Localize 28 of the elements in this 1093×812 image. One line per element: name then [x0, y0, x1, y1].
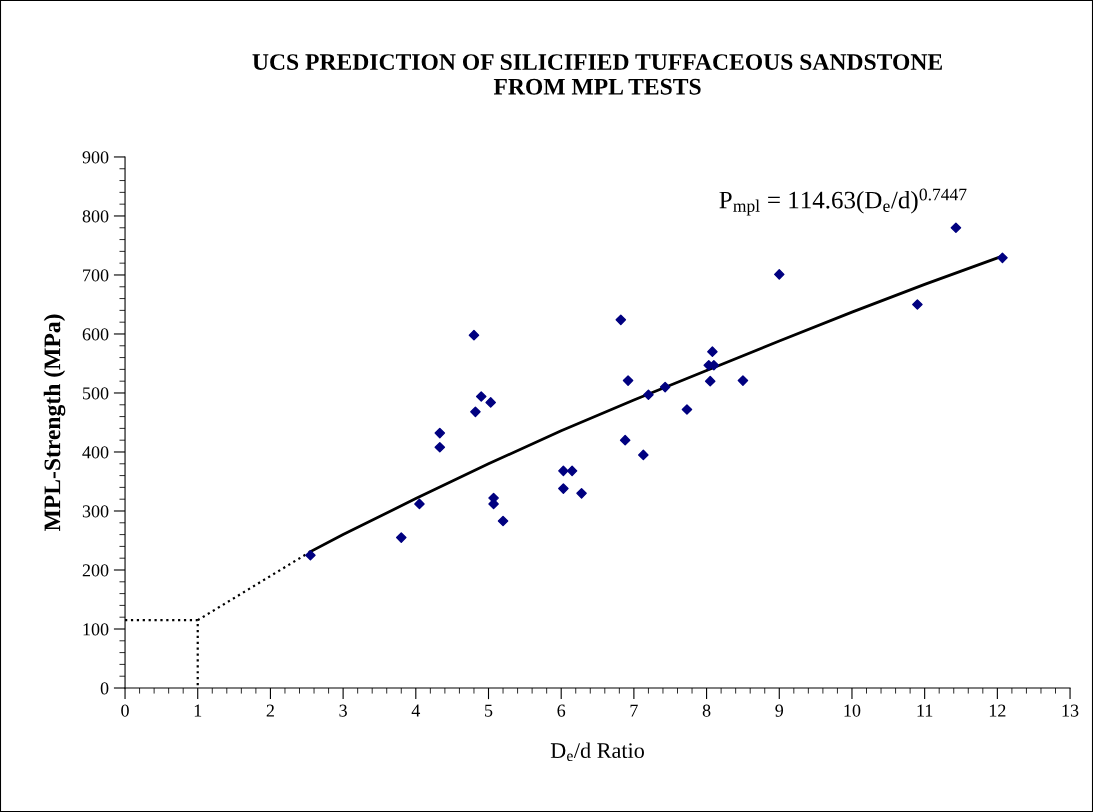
x-tick-label: 7 — [630, 704, 638, 717]
x-tick-label: 6 — [557, 704, 566, 717]
y-tick-label: 0 — [100, 682, 109, 695]
chart-title: UCS PREDICTION OF SILICIFIED TUFFACEOUS SANDSTONE FROM MPL TESTS — [252, 54, 942, 95]
x-tick-label: 8 — [702, 704, 711, 717]
y-tick-label: 300 — [82, 505, 109, 518]
x-axis-title: D$_{e}$/d Ratio — [550, 742, 644, 762]
x-tick-label: 2 — [266, 704, 274, 717]
y-tick-label: 200 — [82, 564, 109, 577]
x-tick-label: 9 — [775, 704, 784, 717]
x-tick-label: 0 — [121, 704, 129, 717]
y-axis-title: MPL-Strength (MPa) — [43, 314, 66, 532]
x-tick-label: 1 — [194, 704, 202, 717]
x-tick-label: 12 — [989, 704, 1006, 717]
y-tick-label: 700 — [83, 269, 109, 282]
y-tick-label: 800 — [82, 210, 109, 223]
y-tick-label: 400 — [82, 446, 109, 459]
annotation: P$_{mpl}$ = 114.63(D$_{e}$/d)$^{0.7447}$ — [719, 188, 967, 216]
y-tick-label: 900 — [82, 151, 109, 164]
x-tick-label: 13 — [1062, 704, 1079, 717]
x-tick-label: 5 — [485, 704, 493, 717]
x-tick-label: 4 — [411, 704, 421, 717]
y-tick-label: 600 — [82, 328, 109, 341]
x-tick-label: 3 — [339, 704, 347, 717]
x-tick-label: 11 — [917, 704, 933, 717]
y-tick-label: 100 — [83, 623, 109, 636]
y-tick-label: 500 — [83, 387, 109, 400]
x-tick-label: 10 — [844, 704, 861, 717]
